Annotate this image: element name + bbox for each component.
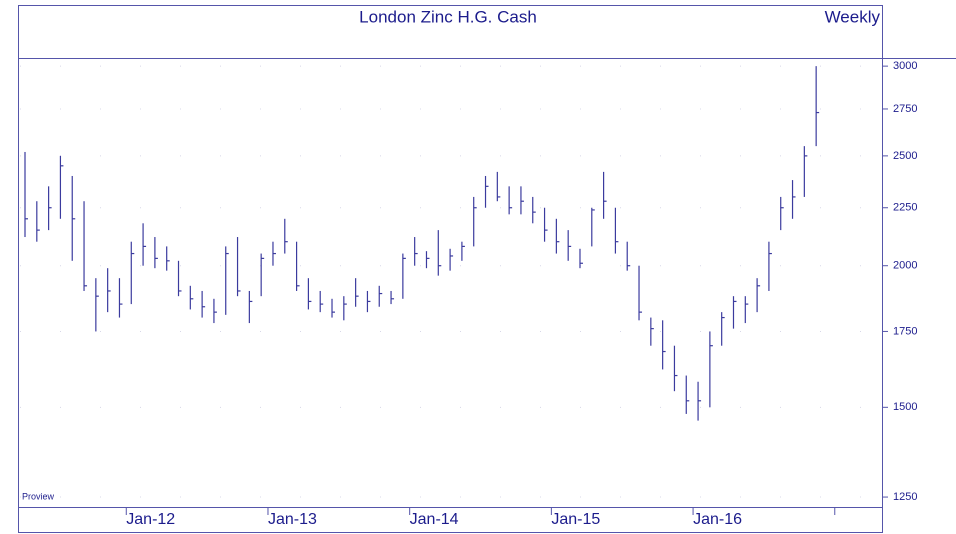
y-tick-label: 2750 (893, 103, 917, 115)
chart-subtitle: Weekly (825, 7, 881, 26)
x-tick-label: Jan-15 (551, 511, 600, 528)
y-tick-label: 1750 (893, 325, 917, 337)
x-tick-label: Jan-13 (268, 511, 317, 528)
y-tick-label: 2250 (893, 202, 917, 214)
y-tick-label: 2000 (893, 260, 917, 272)
y-tick-label: 2500 (893, 150, 917, 162)
y-tick-label: 3000 (893, 60, 917, 72)
chart-title: London Zinc H.G. Cash (359, 7, 537, 26)
x-tick-label: Jan-16 (693, 511, 742, 528)
y-tick-label: 1250 (893, 491, 917, 503)
frame (18, 5, 883, 533)
x-tick-label: Jan-14 (410, 511, 459, 528)
x-tick-label: Jan-12 (126, 511, 175, 528)
watermark: Proview (22, 491, 55, 501)
y-tick-label: 1500 (893, 401, 917, 413)
